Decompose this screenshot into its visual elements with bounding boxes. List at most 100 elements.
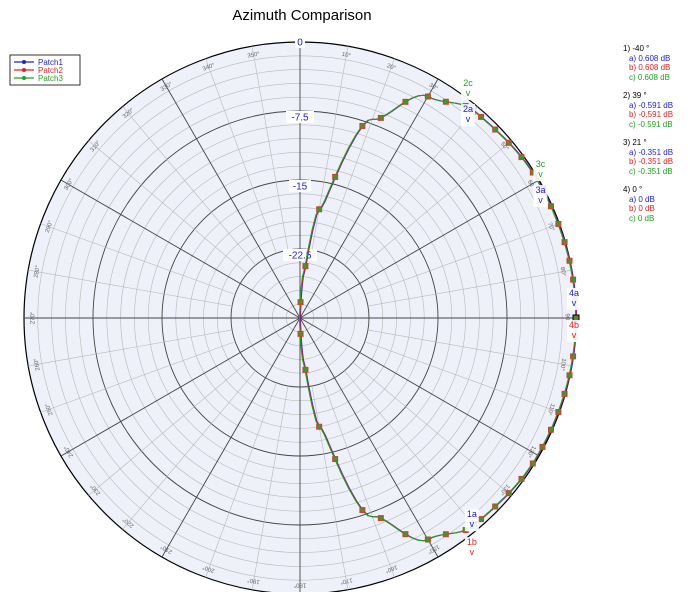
angle-tick-label: 30° (428, 82, 439, 92)
trace-marker-green (333, 457, 337, 461)
angle-tick-label: 290° (45, 219, 55, 233)
ring-label: -15 (293, 182, 308, 193)
marker-tag-bg (460, 78, 475, 101)
marker-tag-arrow: v (572, 298, 577, 308)
trace-marker-green (567, 373, 572, 378)
grid-spoke (299, 317, 439, 558)
trace-marker-green (444, 532, 448, 537)
marker-readout-heading: 1) -40 ° (623, 44, 650, 53)
grid-spoke (40, 341, 236, 413)
angle-tick-label: 60° (526, 179, 536, 190)
marker-readout-3: 3) 21 ° a) -0.351 dB b) -0.351 dB c) -0.351… (623, 138, 699, 176)
trace-marker-green (562, 392, 567, 396)
trace-marker-green (479, 115, 483, 119)
marker-readout-panel: 1) -40 ° a) 0.608 dB b) 0.608 dB c) 0.608 d… (623, 44, 699, 232)
trace-marker-green (360, 508, 365, 512)
trace-marker-green (519, 155, 524, 159)
grid-spoke (352, 140, 512, 274)
trace-marker-green (531, 170, 535, 175)
grid-spoke (88, 140, 248, 274)
marker-tag-bg (464, 537, 479, 560)
angle-tick-label: 260° (33, 357, 41, 371)
marker-readout-4: 4) 0 ° a) 0 dB b) 0 dB c) 0 dB (623, 185, 699, 223)
grid-spoke (28, 329, 233, 367)
grid-spoke (364, 223, 560, 295)
grid-spoke (299, 317, 540, 457)
trace-marker-green (571, 354, 575, 359)
trace-marker-green (556, 410, 561, 414)
grid-spoke (323, 58, 395, 254)
marker-readout-value: b) -0.591 dB (629, 110, 674, 119)
trace-marker-green (333, 175, 337, 179)
angle-tick-label: 240° (63, 444, 75, 458)
grid-spoke (323, 382, 395, 578)
marker-readout-2: 2) 39 ° a) -0.591 dB b) -0.591 dB c) -0.591… (623, 91, 699, 129)
grid-spoke (122, 370, 256, 530)
grid-spoke (311, 46, 349, 251)
marker-tag-bg (460, 104, 475, 127)
trace-marker-green (493, 504, 497, 509)
angle-tick-label: 120° (525, 444, 537, 458)
grid-spoke (251, 385, 289, 590)
marker-tag-arrow: v (538, 195, 543, 205)
trace-marker-green (403, 100, 408, 104)
trace-marker-green (574, 316, 578, 320)
grid-spoke (311, 385, 349, 590)
trace-marker-green (549, 204, 553, 209)
marker-tag-bg (567, 288, 581, 310)
legend-entry[interactable]: Patch3 (38, 74, 63, 83)
grid-spoke (161, 78, 301, 319)
grid-spoke (28, 269, 233, 307)
trace-marker-green (298, 300, 303, 304)
trace-marker-green (360, 124, 365, 128)
grid-spoke (122, 106, 256, 266)
grid-spoke (60, 317, 301, 457)
angle-tick-label: 100° (558, 358, 566, 372)
grid-spoke (205, 382, 277, 578)
grid-spoke (364, 341, 560, 413)
grid-spoke (205, 58, 277, 254)
trace-marker-green (493, 127, 497, 132)
marker-readout-value: b) 0 dB (629, 204, 655, 213)
legend-entry[interactable]: Patch1 (38, 58, 63, 67)
trace-marker-green (506, 491, 511, 495)
angle-tick-label: 10° (341, 52, 352, 60)
marker-readout-value: c) -0.591 dB (629, 119, 673, 129)
angle-tick-label: 200° (201, 563, 215, 573)
angle-tick-label: 330° (160, 81, 174, 93)
angle-tick-label: 210° (159, 543, 173, 555)
trace-marker-green (403, 532, 408, 536)
angle-tick-label: 300° (64, 177, 76, 191)
grid-spoke (161, 317, 301, 558)
chart-title: Azimuth Comparison (232, 7, 371, 24)
angle-tick-label: 80° (559, 267, 567, 278)
marker-tag-label: 3a (535, 185, 545, 195)
marker-tag-arrow: v (470, 547, 475, 557)
trace-marker-green (571, 277, 575, 282)
marker-tag-label: 3c (536, 159, 546, 169)
marker-readout-value: a) 0.608 dB (629, 53, 671, 63)
trace-marker-green (562, 240, 567, 244)
legend-entry[interactable]: Patch2 (38, 66, 63, 75)
marker-tag-label: 1a (467, 509, 477, 519)
trace-marker-green (303, 264, 308, 268)
marker-readout-heading: 3) 21 ° (623, 138, 647, 147)
trace-marker-green (567, 258, 572, 263)
grid-spoke (367, 269, 572, 307)
marker-tag-label: 1b (467, 537, 477, 547)
marker-tag-arrow: v (466, 114, 471, 124)
ring-label-bg (289, 180, 311, 192)
marker-readout-value: a) 0 dB (629, 194, 655, 204)
angle-tick-label: 70° (546, 222, 555, 233)
marker-readout-value: a) -0.351 dB (629, 147, 674, 157)
angle-tick-label: 340° (202, 63, 216, 73)
marker-readout-1: 1) -40 ° a) 0.608 dB b) 0.608 dB c) 0.608 d… (623, 44, 699, 82)
trace-marker-green (379, 516, 383, 520)
trace-marker-green (426, 94, 430, 99)
marker-readout-value: a) -0.591 dB (629, 100, 674, 110)
trace-marker-green (540, 445, 545, 449)
angle-tick-label: 50° (499, 141, 510, 152)
legend-dot (22, 68, 26, 72)
